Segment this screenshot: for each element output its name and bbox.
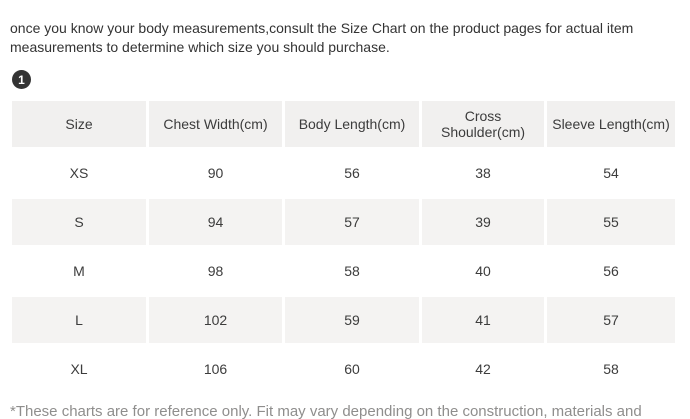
sleeve-length-cell: 57 xyxy=(547,297,675,343)
chest-width-cell: 94 xyxy=(149,199,282,245)
chest-width-cell: 106 xyxy=(149,346,282,392)
size-cell: XL xyxy=(12,346,146,392)
body-length-cell: 58 xyxy=(285,248,419,294)
column-header-sleeve-length: Sleeve Length(cm) xyxy=(547,101,675,147)
body-length-cell: 60 xyxy=(285,346,419,392)
table-row-m: M 98 58 40 56 xyxy=(12,248,675,294)
cross-shoulder-cell: 38 xyxy=(422,150,544,196)
size-chart-table: Size Chest Width(cm) Body Length(cm) Cro… xyxy=(9,98,678,395)
sleeve-length-cell: 56 xyxy=(547,248,675,294)
chest-width-cell: 98 xyxy=(149,248,282,294)
step-1-badge: 1 xyxy=(12,70,31,89)
size-cell: L xyxy=(12,297,146,343)
column-header-body-length: Body Length(cm) xyxy=(285,101,419,147)
size-cell: S xyxy=(12,199,146,245)
chest-width-cell: 90 xyxy=(149,150,282,196)
cross-shoulder-cell: 41 xyxy=(422,297,544,343)
size-cell: XS xyxy=(12,150,146,196)
body-length-cell: 59 xyxy=(285,297,419,343)
sleeve-length-cell: 55 xyxy=(547,199,675,245)
size-chart-intro-text: once you know your body measurements,con… xyxy=(10,20,634,55)
chest-width-cell: 102 xyxy=(149,297,282,343)
table-row-xl: XL 106 60 42 58 xyxy=(12,346,675,392)
column-header-size: Size xyxy=(12,101,146,147)
cross-shoulder-cell: 42 xyxy=(422,346,544,392)
cross-shoulder-cell: 39 xyxy=(422,199,544,245)
sleeve-length-cell: 54 xyxy=(547,150,675,196)
size-cell: M xyxy=(12,248,146,294)
size-chart-footnote: *These charts are for reference only. Fi… xyxy=(10,403,642,419)
body-length-cell: 57 xyxy=(285,199,419,245)
body-length-cell: 56 xyxy=(285,150,419,196)
table-row-l: L 102 59 41 57 xyxy=(12,297,675,343)
cross-shoulder-cell: 40 xyxy=(422,248,544,294)
column-header-chest-width: Chest Width(cm) xyxy=(149,101,282,147)
table-row-xs: XS 90 56 38 54 xyxy=(12,150,675,196)
column-header-cross-shoulder: Cross Shoulder(cm) xyxy=(422,101,544,147)
sleeve-length-cell: 58 xyxy=(547,346,675,392)
table-header-row: Size Chest Width(cm) Body Length(cm) Cro… xyxy=(12,101,675,147)
table-row-s: S 94 57 39 55 xyxy=(12,199,675,245)
